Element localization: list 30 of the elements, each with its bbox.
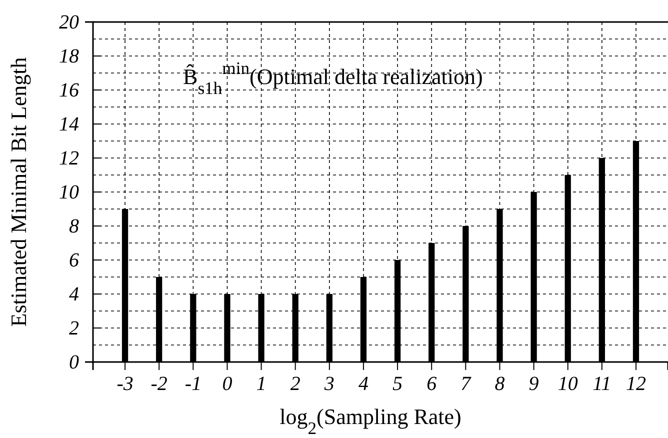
y-tick-label: 18 [59,45,79,68]
annotation: B̂$_{s1h}$$^{min}$(Optimal delta realization) [183,58,483,98]
x-axis-title: log$_{2}$(Sampling Rate) [280,404,462,438]
y-tick-label: 8 [69,215,79,238]
y-tick-label: 0 [69,351,79,374]
x-tick-label: 12 [626,373,646,396]
x-tick-label: 4 [358,373,368,396]
x-tick-label: 8 [494,373,505,396]
x-tick-label: 1 [256,373,266,396]
x-tick-label: -1 [184,373,202,396]
y-tick-label: 4 [69,283,79,306]
x-tick-label: 0 [222,373,232,396]
y-tick-label: 14 [59,113,79,136]
y-tick-label: 10 [59,181,79,204]
y-tick-label: 16 [59,79,79,102]
y-tick-label: 6 [69,249,79,272]
x-tick-label: 5 [392,373,403,396]
y-tick-label: 12 [59,147,79,170]
x-tick-label: 3 [323,373,334,396]
y-axis-title: Estimated Minimal Bit Length [6,57,31,327]
x-tick-label: 9 [528,373,539,396]
y-tick-label: 20 [59,11,79,34]
x-tick-label: 11 [592,373,612,396]
x-tick-label: 7 [460,373,472,396]
x-tick-label: 2 [290,373,300,396]
y-tick-label: 2 [69,317,79,340]
x-tick-label: -2 [150,373,168,396]
x-tick-label: 10 [558,373,578,396]
x-tick-label: -3 [116,373,134,396]
x-tick-label: 6 [426,373,437,396]
